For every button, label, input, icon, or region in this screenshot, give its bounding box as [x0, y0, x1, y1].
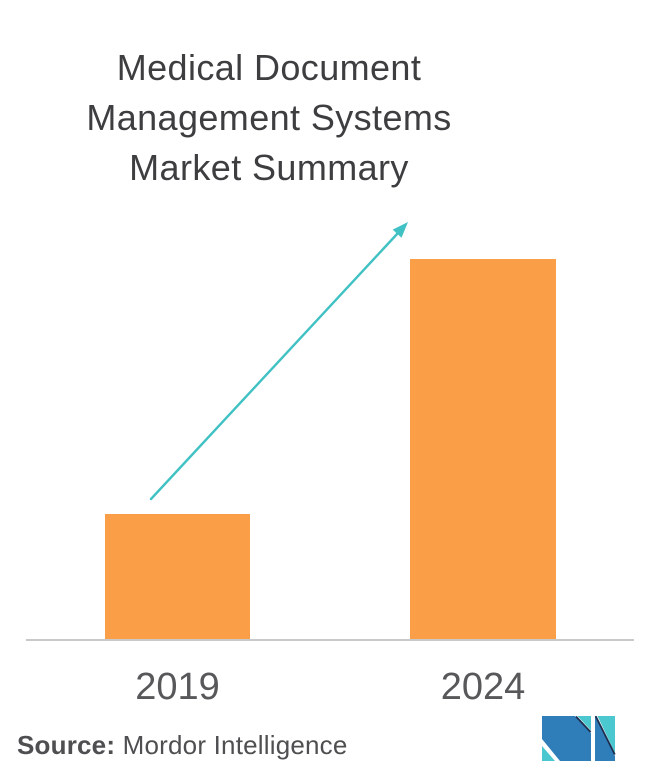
- bar-2024: [410, 259, 556, 639]
- chart-title-line-1: Medical Document: [116, 47, 422, 88]
- logo-left-teal-bottom-triangle: [542, 746, 555, 761]
- logo-left-navy-seam: [575, 716, 592, 733]
- source-label: Source:: [17, 730, 116, 760]
- logo-right-teal-triangle: [597, 716, 615, 753]
- x-axis-label-2024: 2024: [440, 666, 526, 708]
- logo-right-navy-seam: [594, 716, 616, 755]
- source-text: Mordor Intelligence: [115, 730, 348, 760]
- logo-left-blue-band: [542, 716, 591, 761]
- source-attribution: Source: Mordor Intelligence: [17, 730, 348, 760]
- growth-arrow-shaft: [149, 231, 400, 501]
- growth-arrow-head-icon: [392, 222, 408, 238]
- x-axis-line: [26, 639, 634, 641]
- logo-left-teal-top-triangle: [577, 716, 591, 731]
- chart-title-line-2: Management Systems: [86, 97, 452, 138]
- logo-right-blue-triangle: [595, 716, 615, 761]
- mordor-intelligence-logo-icon: [542, 716, 616, 761]
- chart-title: Medical Document Management Systems Mark…: [39, 43, 499, 193]
- chart-title-line-3: Market Summary: [129, 147, 409, 188]
- bar-2019: [105, 514, 250, 639]
- x-axis-label-2019: 2019: [135, 666, 220, 708]
